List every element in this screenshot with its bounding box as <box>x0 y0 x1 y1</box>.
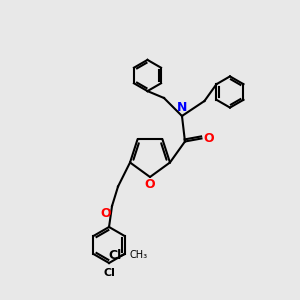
Text: O: O <box>145 178 155 191</box>
Text: CH₃: CH₃ <box>129 250 147 260</box>
Text: O: O <box>204 132 214 145</box>
Text: N: N <box>177 101 187 115</box>
Text: Cl: Cl <box>103 268 115 278</box>
Text: O: O <box>100 208 110 220</box>
Text: Cl: Cl <box>108 249 122 262</box>
